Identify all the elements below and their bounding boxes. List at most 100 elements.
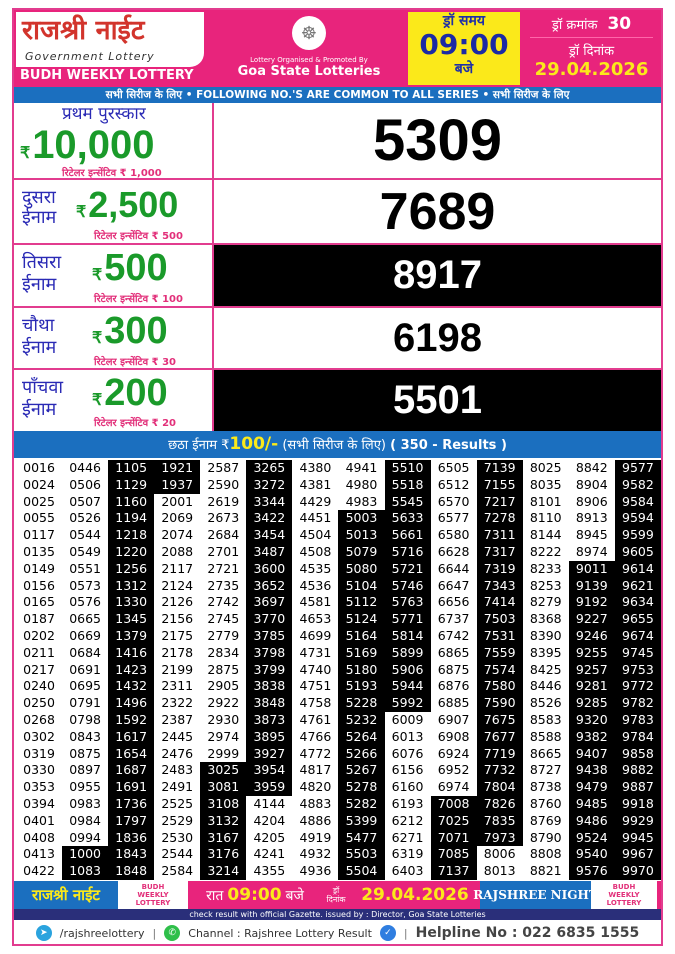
winning-number: 5501 — [214, 370, 661, 431]
result-number: 4504 — [299, 527, 332, 543]
result-number: 8738 — [529, 779, 562, 795]
results-row: 0250 0791 1496 2322 2922 3848 4758 5228 5992 6885… — [16, 695, 661, 712]
result-number: 4581 — [299, 594, 332, 610]
result-number: 4766 — [299, 728, 332, 744]
result-number: 5771 — [384, 611, 431, 628]
result-number: 9192 — [568, 594, 615, 612]
result-number: 9524 — [568, 829, 615, 847]
result-number: 2124 — [161, 577, 194, 593]
date-label: दिनांक — [326, 895, 346, 904]
result-number: 3770 — [246, 611, 293, 628]
result-number: 4941 — [345, 460, 378, 475]
result-number: 0843 — [69, 728, 101, 744]
result-number: 2974 — [207, 728, 240, 744]
result-number: 3652 — [246, 577, 293, 595]
result-number: 0507 — [69, 493, 101, 509]
result-number: 6907 — [437, 711, 470, 727]
result-number: 9782 — [614, 695, 661, 712]
result-number: 8906 — [575, 493, 608, 509]
results-row: 0156 0573 1312 2124 2735 3652 4536 5104 5746 6647… — [16, 577, 661, 595]
result-number: 0268 — [23, 711, 55, 727]
result-number: 5264 — [338, 728, 385, 746]
result-number: 1836 — [108, 829, 155, 847]
result-number: 3799 — [246, 661, 293, 679]
result-number: 9281 — [568, 678, 615, 696]
result-number: 2742 — [207, 594, 240, 610]
retailer-incentive: रिटेलर इन्सेंटिव ₹ 100 — [94, 294, 183, 305]
result-number: 6403 — [391, 863, 424, 879]
result-number: 5124 — [338, 611, 385, 628]
verified-badge-icon: ✓ — [379, 925, 396, 941]
result-number: 1312 — [108, 577, 155, 595]
footer-bar: राजश्री नाईट BUDH WEEKLY LOTTERY रात 09:00 ब… — [14, 881, 661, 909]
result-number: 4932 — [299, 846, 332, 862]
result-number: 5814 — [384, 627, 431, 645]
result-number: 2199 — [161, 661, 194, 677]
result-number: 2178 — [161, 644, 194, 660]
result-number: 0506 — [69, 476, 101, 492]
result-number: 6156 — [391, 762, 424, 778]
result-number: 3600 — [246, 560, 293, 578]
result-number: 0408 — [23, 829, 55, 845]
result-number: 5763 — [384, 594, 431, 612]
result-number: 9227 — [568, 611, 615, 628]
result-number: 7085 — [430, 846, 477, 864]
prize-amount: ₹10,000 — [20, 123, 155, 168]
result-number: 7580 — [476, 678, 523, 696]
result-number: 0302 — [23, 728, 55, 744]
result-number: 9745 — [614, 644, 661, 662]
result-number: 4758 — [299, 695, 332, 711]
results-row: 0422 1083 1848 2584 3214 4355 4936 5504 6403 7137… — [16, 863, 661, 880]
result-number: 6742 — [437, 627, 470, 643]
result-number: 7278 — [476, 510, 523, 528]
amount-value: 500 — [104, 247, 168, 289]
result-number: 8253 — [529, 577, 562, 593]
result-number: 7008 — [430, 795, 477, 813]
result-number: 9582 — [614, 476, 661, 494]
result-number: 7590 — [476, 695, 523, 712]
result-number: 0684 — [69, 644, 101, 660]
draw-time-label: ड्रॉ समय — [443, 13, 485, 29]
result-number: 1654 — [108, 745, 155, 763]
result-number: 6644 — [437, 560, 470, 576]
retailer-incentive: रिटेलर इन्सेंटिव ₹ 500 — [94, 231, 183, 242]
result-number: 7675 — [476, 711, 523, 729]
result-number: 9246 — [568, 627, 615, 645]
badge-line: BUDH — [141, 883, 165, 891]
result-number: 6924 — [437, 745, 470, 761]
result-number: 3272 — [246, 476, 293, 494]
sixth-label: छठा ईनाम ₹ — [168, 438, 230, 453]
gazette-note: check result with official Gazette. issu… — [14, 909, 661, 920]
result-number: 9967 — [614, 846, 661, 864]
result-number: 2905 — [207, 678, 240, 694]
result-number: 7414 — [476, 594, 523, 612]
result-number: 5661 — [384, 527, 431, 544]
result-number: 9945 — [614, 829, 661, 847]
result-number: 8821 — [529, 863, 562, 879]
result-number: 7719 — [476, 745, 523, 763]
result-number: 8101 — [529, 493, 562, 509]
result-number: 7732 — [476, 762, 523, 780]
result-number: 2483 — [161, 762, 194, 778]
telegram-link[interactable]: /rajshreelottery — [59, 926, 145, 940]
result-number: 8222 — [529, 543, 562, 559]
whatsapp-channel-link[interactable]: Channel : Rajshree Lottery Result — [188, 926, 372, 940]
results-row: 0211 0684 1416 2178 2834 3798 4731 5169 5899 6865… — [16, 644, 661, 662]
draw-time: 09:00 — [419, 28, 509, 61]
result-number: 4980 — [345, 476, 378, 492]
result-number: 8110 — [529, 510, 562, 526]
result-number: 6076 — [391, 745, 424, 761]
result-number: 4508 — [299, 543, 332, 559]
result-number: 5399 — [338, 812, 385, 830]
draw-no-label: ड्रॉ क्रमांक — [551, 18, 598, 33]
prize-name-2: ईनाम — [22, 337, 57, 358]
result-number: 7311 — [476, 527, 523, 544]
result-number: 9486 — [568, 812, 615, 830]
result-number: 6319 — [391, 846, 424, 862]
result-number: 8583 — [529, 711, 562, 727]
prize-name-2: ईनाम — [22, 399, 57, 420]
result-number: 7071 — [430, 829, 477, 847]
result-number: 6737 — [437, 611, 470, 627]
result-number: 1160 — [108, 493, 155, 511]
prize-name-1: चौथा — [22, 315, 55, 336]
